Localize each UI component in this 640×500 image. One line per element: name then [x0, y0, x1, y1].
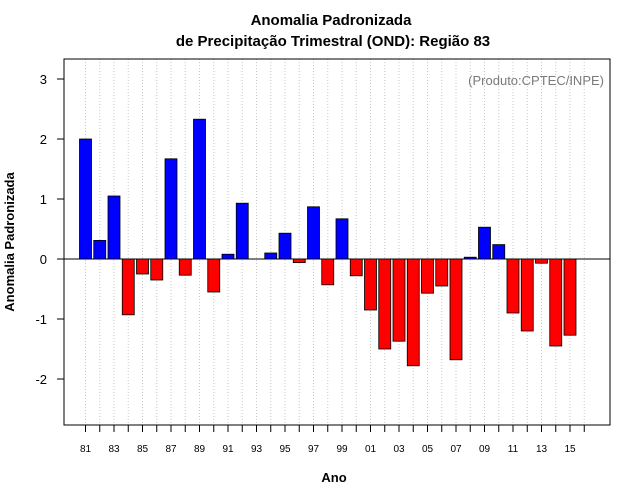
x-tick-label-05: 05 — [422, 444, 434, 455]
chart-title-line1: Anomalia Padronizada — [251, 12, 413, 29]
bar-1986 — [150, 258, 164, 281]
bar-2004 — [406, 258, 420, 367]
x-tick-label-13: 13 — [536, 444, 548, 455]
bar-series — [79, 118, 577, 367]
bar-2013 — [535, 258, 548, 264]
bar-2007 — [449, 258, 463, 361]
x-tick-label-95: 95 — [279, 444, 291, 455]
bar-1998 — [321, 258, 335, 286]
bar-2002 — [378, 258, 392, 350]
bar-2015 — [563, 258, 577, 336]
bar-2000 — [349, 258, 363, 277]
x-tick-label-07: 07 — [450, 444, 462, 455]
y-axis-title: Anomalia Padronizada — [2, 172, 17, 312]
credit-text: (Produto:CPTEC/INPE) — [468, 73, 604, 88]
bar-1990 — [207, 258, 221, 293]
bar-1995 — [278, 232, 292, 260]
bar-1983 — [107, 195, 121, 260]
bar-1996 — [292, 258, 306, 263]
y-tick-label-3: 3 — [40, 72, 47, 87]
bar-1987 — [164, 158, 178, 260]
bar-1989 — [193, 118, 206, 260]
bar-2010 — [492, 244, 506, 260]
bar-2008 — [463, 256, 477, 260]
bar-1985 — [136, 258, 149, 275]
x-tick-label-85: 85 — [137, 444, 149, 455]
bar-2003 — [392, 258, 406, 342]
y-axis: -2 -1 0 1 2 3 — [35, 72, 64, 387]
bar-2011 — [506, 258, 520, 314]
bar-1992 — [235, 202, 249, 260]
bar-2006 — [435, 258, 449, 287]
bar-1999 — [335, 218, 349, 260]
bar-2001 — [364, 258, 377, 311]
x-tick-label-89: 89 — [194, 444, 206, 455]
x-tick-label-97: 97 — [308, 444, 320, 455]
x-axis-title: Ano — [321, 470, 346, 485]
bar-1982 — [93, 239, 107, 260]
x-tick-label-01: 01 — [365, 444, 377, 455]
bar-1981 — [79, 138, 92, 260]
bar-2014 — [549, 258, 563, 347]
y-tick-label--1: -1 — [35, 312, 47, 327]
x-tick-label-83: 83 — [108, 444, 120, 455]
bar-1994 — [264, 252, 278, 260]
x-tick-label-11: 11 — [508, 444, 519, 455]
x-tick-label-81: 81 — [80, 444, 92, 455]
x-tick-label-99: 99 — [336, 444, 348, 455]
y-tick-label-0: 0 — [40, 252, 47, 267]
x-tick-label-15: 15 — [564, 444, 576, 455]
y-tick-label--2: -2 — [35, 372, 47, 387]
bar-2005 — [421, 258, 434, 294]
bar-1988 — [178, 258, 192, 276]
x-tick-label-87: 87 — [165, 444, 177, 455]
x-tick-label-93: 93 — [251, 444, 263, 455]
y-tick-label-2: 2 — [40, 132, 47, 147]
chart-title-line2: de Precipitação Trimestral (OND): Região… — [176, 33, 490, 50]
bar-2012 — [520, 258, 534, 332]
bar-1991 — [221, 253, 235, 260]
x-tick-label-09: 09 — [479, 444, 491, 455]
bar-1984 — [121, 258, 135, 316]
y-tick-label-1: 1 — [40, 192, 47, 207]
bar-2009 — [478, 226, 491, 260]
x-tick-label-03: 03 — [393, 444, 405, 455]
bar-1997 — [307, 206, 320, 260]
plot-frame — [63, 58, 611, 426]
x-axis: 81 83 85 87 89 91 93 95 97 99 01 03 05 07 09 11 13 15 — [80, 425, 585, 455]
x-tick-label-91: 91 — [222, 444, 234, 455]
gridlines — [85, 59, 585, 425]
